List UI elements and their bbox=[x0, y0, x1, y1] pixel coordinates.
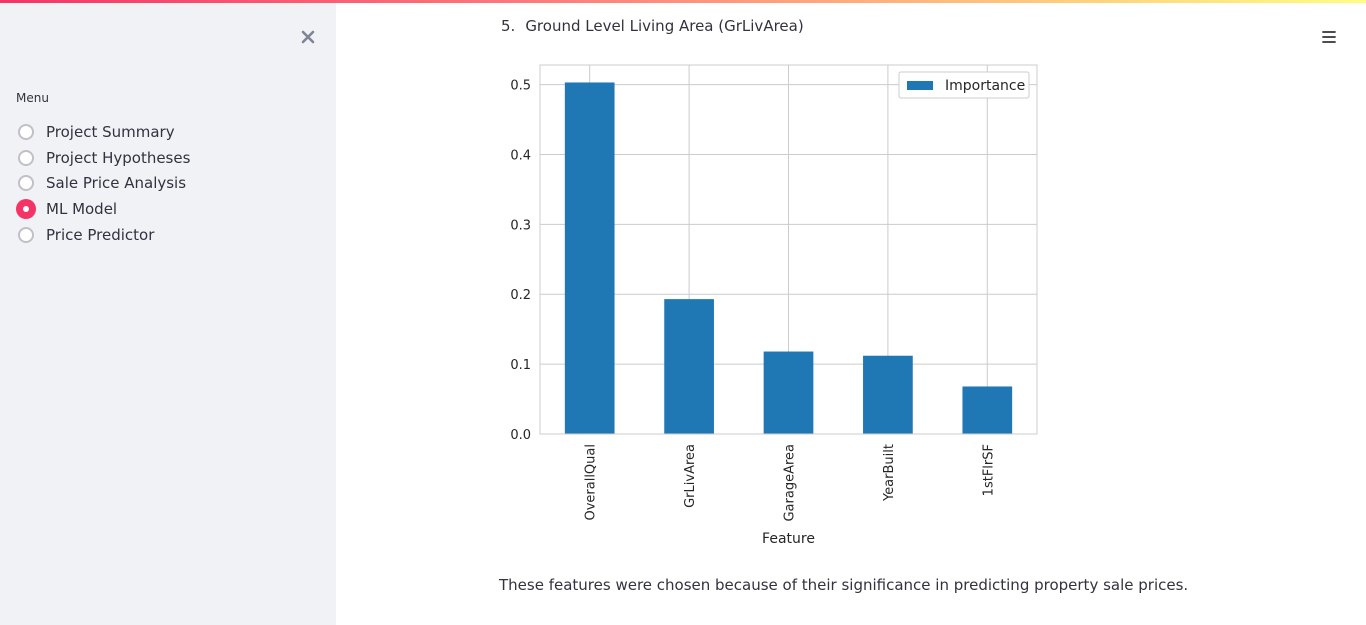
menu-item-label: ML Model bbox=[46, 200, 118, 219]
x-tick-label: 1stFlrSF bbox=[981, 444, 996, 496]
y-tick-label: 0.0 bbox=[510, 428, 531, 443]
menu-label: Menu bbox=[16, 91, 49, 105]
chart-x-axis-label: Feature bbox=[762, 531, 815, 547]
menu-radio-group: Project Summary Project Hypotheses Sale … bbox=[16, 119, 190, 248]
feature-importance-chart: 0.0 0.1 0.2 0.3 0.4 0.5 OverallQual GrLivArea G… bbox=[510, 64, 1038, 547]
explanation-text: These features were chosen because of th… bbox=[499, 576, 1189, 594]
close-sidebar-button[interactable] bbox=[296, 25, 320, 49]
y-tick-label: 0.4 bbox=[510, 148, 531, 163]
menu-item-sale-price-analysis[interactable]: Sale Price Analysis bbox=[18, 171, 190, 197]
y-tick-label: 0.2 bbox=[510, 288, 531, 303]
top-decoration-bar bbox=[0, 0, 1366, 3]
x-tick-label: GrLivArea bbox=[683, 444, 698, 508]
radio-button[interactable] bbox=[18, 227, 34, 244]
chart-legend: Importance bbox=[898, 71, 1030, 99]
list-number: 5. bbox=[501, 17, 516, 35]
chart-x-ticks: OverallQual GrLivArea GarageArea YearBuilt 1… bbox=[584, 444, 997, 522]
y-tick-label: 0.3 bbox=[510, 218, 531, 233]
x-tick-label: YearBuilt bbox=[882, 444, 897, 502]
bar-yearbuilt bbox=[863, 355, 913, 434]
sidebar: Menu Project Summary Project Hypotheses … bbox=[0, 3, 336, 625]
menu-item-label: Project Hypotheses bbox=[46, 148, 191, 167]
menu-item-project-summary[interactable]: Project Summary bbox=[18, 119, 190, 145]
legend-box bbox=[898, 71, 1030, 99]
menu-item-ml-model[interactable]: ML Model bbox=[16, 196, 190, 222]
menu-item-project-hypotheses[interactable]: Project Hypotheses bbox=[18, 145, 190, 171]
feature-heading: 5. Ground Level Living Area (GrLivArea) bbox=[501, 17, 804, 35]
bar-grlivarea bbox=[664, 299, 714, 434]
bar-overallqual bbox=[564, 82, 615, 434]
close-icon bbox=[301, 30, 315, 44]
legend-label: Importance bbox=[945, 78, 1025, 94]
menu-item-label: Sale Price Analysis bbox=[46, 174, 187, 193]
main-menu-button[interactable] bbox=[1320, 28, 1338, 46]
legend-swatch bbox=[907, 81, 933, 90]
radio-button[interactable] bbox=[18, 175, 34, 192]
radio-button[interactable] bbox=[18, 123, 34, 140]
radio-button-selected[interactable] bbox=[16, 199, 36, 220]
y-tick-label: 0.5 bbox=[510, 79, 531, 94]
bar-1stflrsf bbox=[962, 386, 1013, 434]
heading-text: Ground Level Living Area (GrLivArea) bbox=[525, 17, 804, 35]
hamburger-menu-icon bbox=[1322, 31, 1336, 43]
chart-plot-frame bbox=[539, 64, 1038, 435]
menu-item-price-predictor[interactable]: Price Predictor bbox=[18, 222, 190, 248]
chart-bars bbox=[564, 82, 1013, 434]
x-tick-label: OverallQual bbox=[584, 444, 599, 521]
x-tick-label: GarageArea bbox=[783, 444, 798, 522]
radio-button[interactable] bbox=[18, 149, 34, 166]
chart-y-ticks: 0.0 0.1 0.2 0.3 0.4 0.5 bbox=[510, 79, 531, 443]
menu-item-label: Price Predictor bbox=[46, 226, 155, 245]
bar-garagearea bbox=[763, 351, 814, 434]
menu-item-label: Project Summary bbox=[46, 122, 175, 141]
y-tick-label: 0.1 bbox=[510, 358, 531, 373]
